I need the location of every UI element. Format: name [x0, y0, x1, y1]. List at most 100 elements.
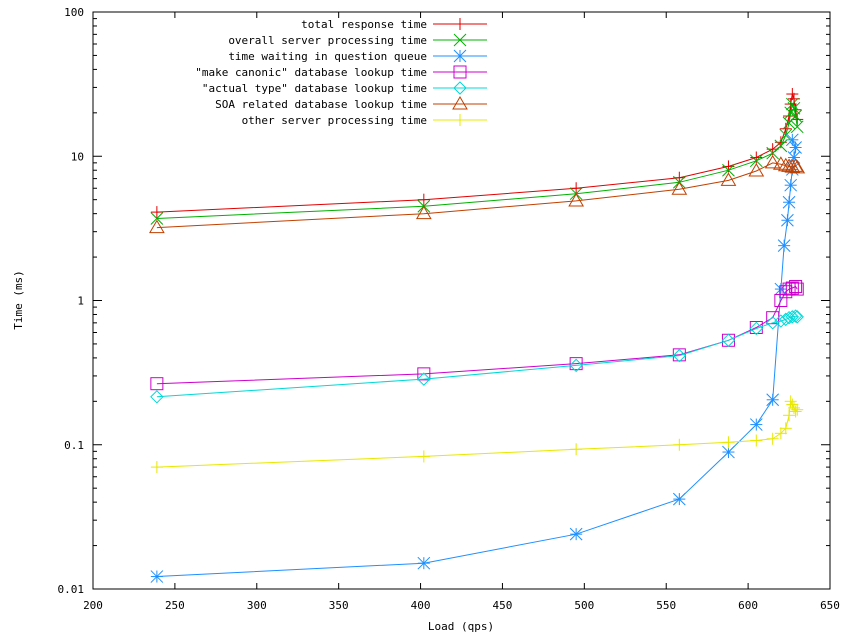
data-point: [149, 219, 165, 234]
marker-shape: [765, 316, 780, 330]
marker-stroke: [789, 141, 802, 154]
marker-stroke: [749, 154, 763, 168]
data-point: [766, 393, 780, 407]
legend-marker: [454, 114, 466, 126]
data-point: [672, 348, 687, 363]
data-point: [673, 438, 686, 451]
data-point: [749, 418, 763, 431]
marker-stroke: [766, 146, 780, 160]
data-point: [785, 97, 799, 111]
marker-shape: [672, 348, 686, 362]
series-4: [150, 280, 804, 391]
data-point: [749, 320, 763, 334]
marker-stroke: [774, 139, 788, 153]
data-point: [779, 128, 793, 142]
marker-stroke: [453, 49, 467, 63]
data-point: [765, 316, 780, 330]
marker-stroke: [569, 527, 583, 541]
data-point: [671, 181, 688, 195]
data-point: [785, 133, 799, 147]
legend-label: "make canonic" database lookup time: [195, 66, 427, 79]
x-tick-label: 450: [493, 599, 513, 612]
marker-shape: [150, 377, 164, 391]
marker-shape: [150, 390, 164, 404]
marker-stroke: [453, 33, 467, 47]
series-line: [156, 162, 798, 229]
marker-shape: [671, 181, 688, 195]
data-point: [785, 281, 799, 295]
data-point: [784, 159, 801, 173]
x-tick-label: 250: [165, 599, 185, 612]
marker-stroke: [749, 418, 763, 431]
series-5: [150, 309, 804, 404]
data-point: [749, 321, 764, 336]
plot-frame: [92, 11, 831, 590]
marker-shape: [779, 285, 793, 299]
y-tick-label: 10: [71, 150, 84, 163]
marker-shape: [789, 159, 806, 174]
series-line: [156, 399, 798, 468]
data-point: [569, 357, 583, 371]
marker-shape: [417, 367, 431, 381]
marker-stroke: [779, 128, 793, 142]
data-point: [150, 461, 163, 474]
legend-label: SOA related database lookup time: [215, 98, 427, 111]
data-point: [415, 205, 432, 220]
series-6: [149, 154, 806, 234]
data-point: [720, 172, 737, 186]
y-tick-label: 100: [64, 6, 84, 19]
marker-stroke: [785, 133, 799, 147]
y-tick-label: 0.1: [64, 439, 84, 452]
data-point: [766, 432, 779, 445]
marker-stroke: [766, 393, 780, 407]
marker-shape: [789, 280, 803, 294]
data-point: [790, 282, 804, 296]
y-tick-label: 0.01: [58, 583, 85, 596]
series-line: [156, 93, 798, 213]
marker-stroke: [781, 213, 794, 227]
data-point: [150, 212, 164, 225]
marker-shape: [764, 154, 781, 169]
data-point: [568, 192, 585, 207]
data-point: [781, 213, 794, 227]
x-tick-label: 650: [820, 599, 840, 612]
data-point: [417, 450, 430, 463]
legend-marker: [454, 18, 466, 30]
data-point: [783, 409, 796, 422]
x-tick-label: 500: [574, 599, 594, 612]
marker-shape: [779, 312, 793, 327]
y-axis: 0.01 0.1 1 10 100: [58, 6, 830, 596]
marker-shape: [452, 96, 468, 110]
data-point: [772, 156, 789, 170]
data-point: [150, 206, 163, 219]
legend-marker: [453, 49, 467, 63]
marker-shape: [790, 282, 804, 296]
marker-stroke: [722, 163, 735, 177]
marker-shape: [790, 310, 804, 324]
marker-stroke: [774, 282, 788, 296]
legend-label: overall server processing time: [228, 34, 427, 47]
series-line: [156, 315, 798, 398]
data-point: [783, 110, 796, 123]
x-tick-label: 550: [656, 599, 676, 612]
x-tick-label: 600: [738, 599, 758, 612]
marker-shape: [788, 309, 803, 323]
marker-stroke: [782, 195, 796, 209]
marker-stroke: [784, 178, 798, 192]
data-point: [779, 312, 793, 327]
data-point: [784, 395, 797, 408]
data-point: [150, 570, 164, 583]
data-point: [750, 434, 763, 447]
data-point: [569, 527, 583, 541]
data-point: [417, 193, 430, 206]
data-point: [749, 154, 763, 168]
data-point: [748, 163, 765, 177]
marker-shape: [453, 65, 467, 79]
marker-stroke: [150, 570, 164, 583]
data-point: [779, 285, 793, 299]
data-point: [150, 390, 164, 404]
data-point: [787, 158, 804, 172]
data-point: [791, 403, 804, 416]
data-point: [789, 405, 802, 418]
marker-shape: [748, 163, 765, 177]
